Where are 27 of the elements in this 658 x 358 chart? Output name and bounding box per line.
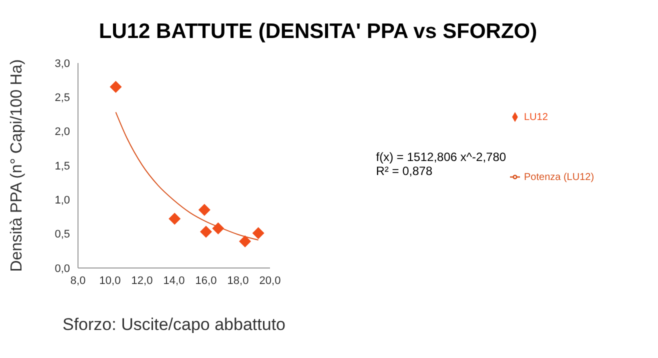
point — [212, 222, 224, 234]
point — [252, 227, 264, 240]
x-tick-label: 14,0 — [163, 274, 185, 287]
y-tick-label: 1,0 — [54, 194, 70, 207]
text: R² = 0,878 — [376, 164, 434, 178]
x-tick-label: 10,0 — [99, 274, 121, 287]
point — [110, 80, 122, 93]
y-tick-label: 0,0 — [54, 262, 70, 275]
y-tick-label: 0,5 — [54, 228, 70, 241]
x-tick-label: 16,0 — [195, 274, 217, 287]
y-axis-title: Densità PPA (n° Capi/100 Ha) — [8, 59, 26, 272]
point — [239, 235, 252, 248]
x-tick-label: 12,0 — [131, 274, 153, 287]
x-tick-label: 8,0 — [70, 274, 86, 287]
text: f(x) = 1512,806 x^-2,780 — [376, 150, 506, 164]
y-tick-label: 2,0 — [54, 126, 70, 138]
legend-label: Potenza (LU12) — [524, 172, 594, 183]
point — [200, 226, 212, 238]
point — [168, 212, 181, 225]
y-tick-label: 3,0 — [54, 58, 70, 70]
x-tick-label: 18,0 — [227, 274, 249, 287]
y-tick-label: 1,5 — [54, 160, 70, 172]
legend-label: LU12 — [524, 112, 548, 123]
x-tick-label: 20,0 — [259, 274, 281, 287]
text: LU12 BATTUTE (DENSITA' PPA vs SFORZO) — [98, 20, 538, 44]
y-tick-label: 2,5 — [54, 92, 70, 104]
point — [198, 204, 210, 216]
